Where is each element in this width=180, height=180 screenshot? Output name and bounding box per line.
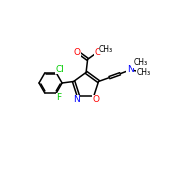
Text: O: O [93, 95, 100, 104]
Text: O: O [94, 48, 101, 57]
Text: O: O [73, 48, 80, 57]
Text: CH₃: CH₃ [134, 58, 148, 68]
Text: CH₃: CH₃ [136, 69, 150, 78]
Text: F: F [56, 93, 61, 102]
Text: Cl: Cl [56, 65, 65, 74]
Text: CH₃: CH₃ [99, 45, 113, 54]
Text: N: N [73, 95, 79, 104]
Text: N: N [127, 65, 134, 74]
